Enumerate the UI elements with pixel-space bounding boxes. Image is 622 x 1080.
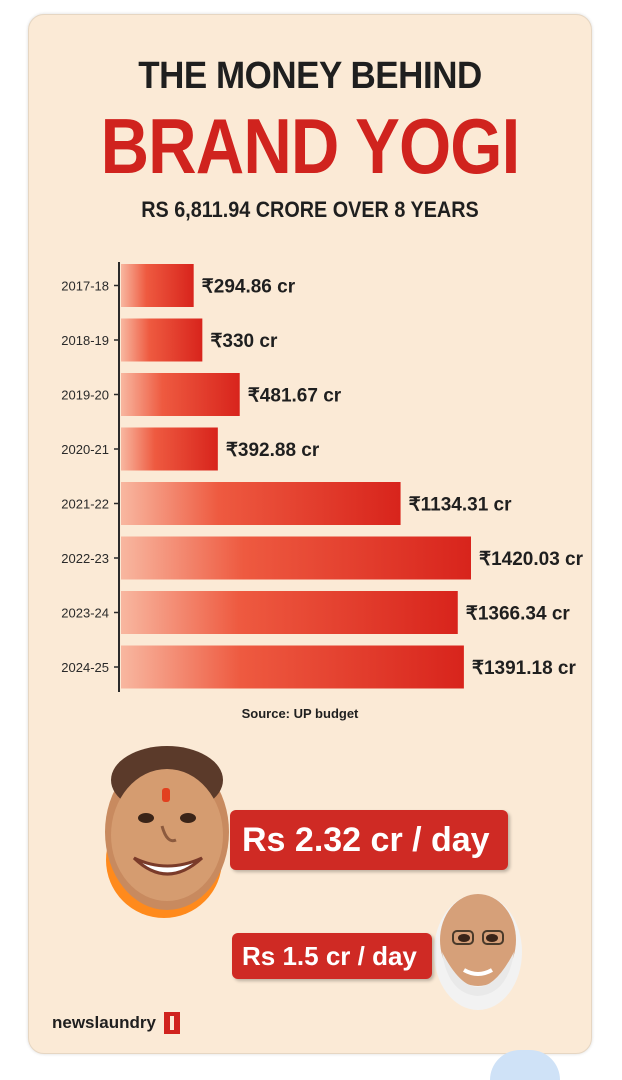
- decorative-blob: [490, 1050, 560, 1080]
- bar: [121, 591, 458, 634]
- spending-bar-chart: 2017-18 ₹294.86 cr 2018-19 ₹330 cr 2019-20 ₹4…: [61, 262, 584, 692]
- bar-value-label: ₹330 cr: [210, 331, 278, 352]
- bar-value-label: ₹1391.18 cr: [472, 658, 577, 679]
- category-label: 2020-21: [61, 442, 109, 457]
- category-label: 2021-22: [61, 497, 109, 512]
- newslaundry-logo: newslaundry: [52, 1012, 180, 1034]
- category-label: 2018-19: [61, 333, 109, 348]
- category-label: 2024-25: [61, 660, 109, 675]
- bar: [121, 645, 464, 689]
- category-label: 2017-18: [61, 279, 109, 294]
- modi-portrait: [434, 894, 522, 1010]
- bar: [121, 536, 471, 580]
- source-note: Source: UP budget: [241, 706, 359, 721]
- modi-daily-spend-badge: Rs 1.5 cr / day: [232, 933, 432, 979]
- bar: [121, 427, 218, 471]
- yogi-portrait: [105, 746, 229, 918]
- title-line-2: BRAND YOGI: [100, 102, 521, 190]
- bar-value-label: ₹1134.31 cr: [409, 495, 513, 516]
- bar-value-label: ₹392.88 cr: [226, 440, 320, 461]
- bar-value-label: ₹294.86 cr: [202, 277, 296, 298]
- bar-value-label: ₹1366.34 cr: [466, 604, 571, 625]
- title-line-1: THE MONEY BEHIND: [138, 55, 482, 97]
- yogi-daily-spend-badge: Rs 2.32 cr / day: [230, 810, 508, 870]
- category-label: 2019-20: [61, 388, 109, 403]
- category-label: 2022-23: [61, 551, 109, 566]
- bar: [121, 264, 194, 307]
- bar-value-label: ₹1420.03 cr: [479, 549, 584, 570]
- logo-text: newslaundry: [52, 1013, 156, 1032]
- bar: [121, 318, 203, 362]
- subtitle: RS 6,811.94 CRORE OVER 8 YEARS: [141, 197, 479, 222]
- bar-value-label: ₹481.67 cr: [248, 386, 342, 407]
- category-label: 2023-24: [61, 606, 109, 621]
- bar: [121, 482, 401, 525]
- bar: [121, 373, 240, 416]
- logo-mark-icon: [163, 1012, 180, 1034]
